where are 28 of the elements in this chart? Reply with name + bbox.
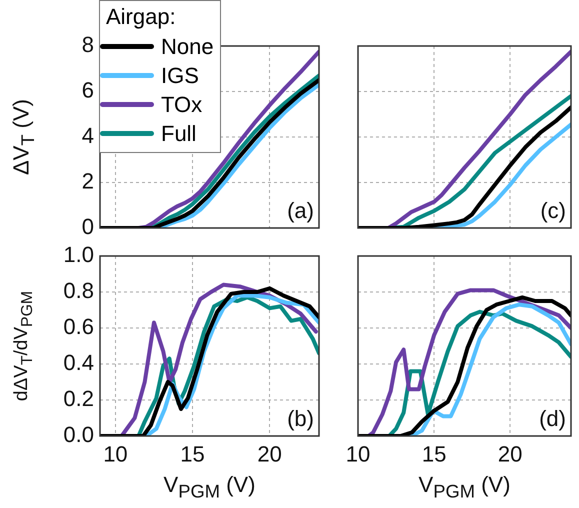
x-tick-label: 15 [180,441,205,466]
y-tick-label: 0.0 [63,422,94,448]
x-tick-label: 15 [422,441,446,466]
x-axis-title: V$_{PGM}$ (V) [164,472,256,502]
y-tick-label: 0.4 [63,350,94,376]
x-tick-label: 20 [498,441,522,466]
legend-title: Airgap: [105,4,177,30]
y-tick-label: 2 [82,168,94,194]
y-tick-label: 0.8 [63,278,94,304]
y-tick-label: 0 [82,214,94,240]
y-tick-label: 4 [82,123,94,148]
x-axis-title: V$_{PGM}$ (V) [418,472,510,502]
y-tick-label: 0.2 [63,386,94,412]
y-tick-label: 0.6 [63,314,94,340]
y-tick-label: 1.0 [63,242,94,268]
annotation: (d) [539,406,566,431]
y-tick-label: 8 [82,32,94,58]
annotation: (a) [287,198,314,223]
legend-label: TOx [161,92,202,118]
x-tick-label: 20 [257,441,282,466]
legend-label: Full [161,120,196,146]
x-tick-label: 10 [346,441,370,466]
legend-label: None [161,34,214,60]
annotation: (b) [287,406,314,431]
annotation: (c) [540,198,566,223]
legend-label: IGS [161,62,199,88]
y-tick-label: 6 [82,78,94,103]
x-tick-label: 10 [103,441,128,466]
